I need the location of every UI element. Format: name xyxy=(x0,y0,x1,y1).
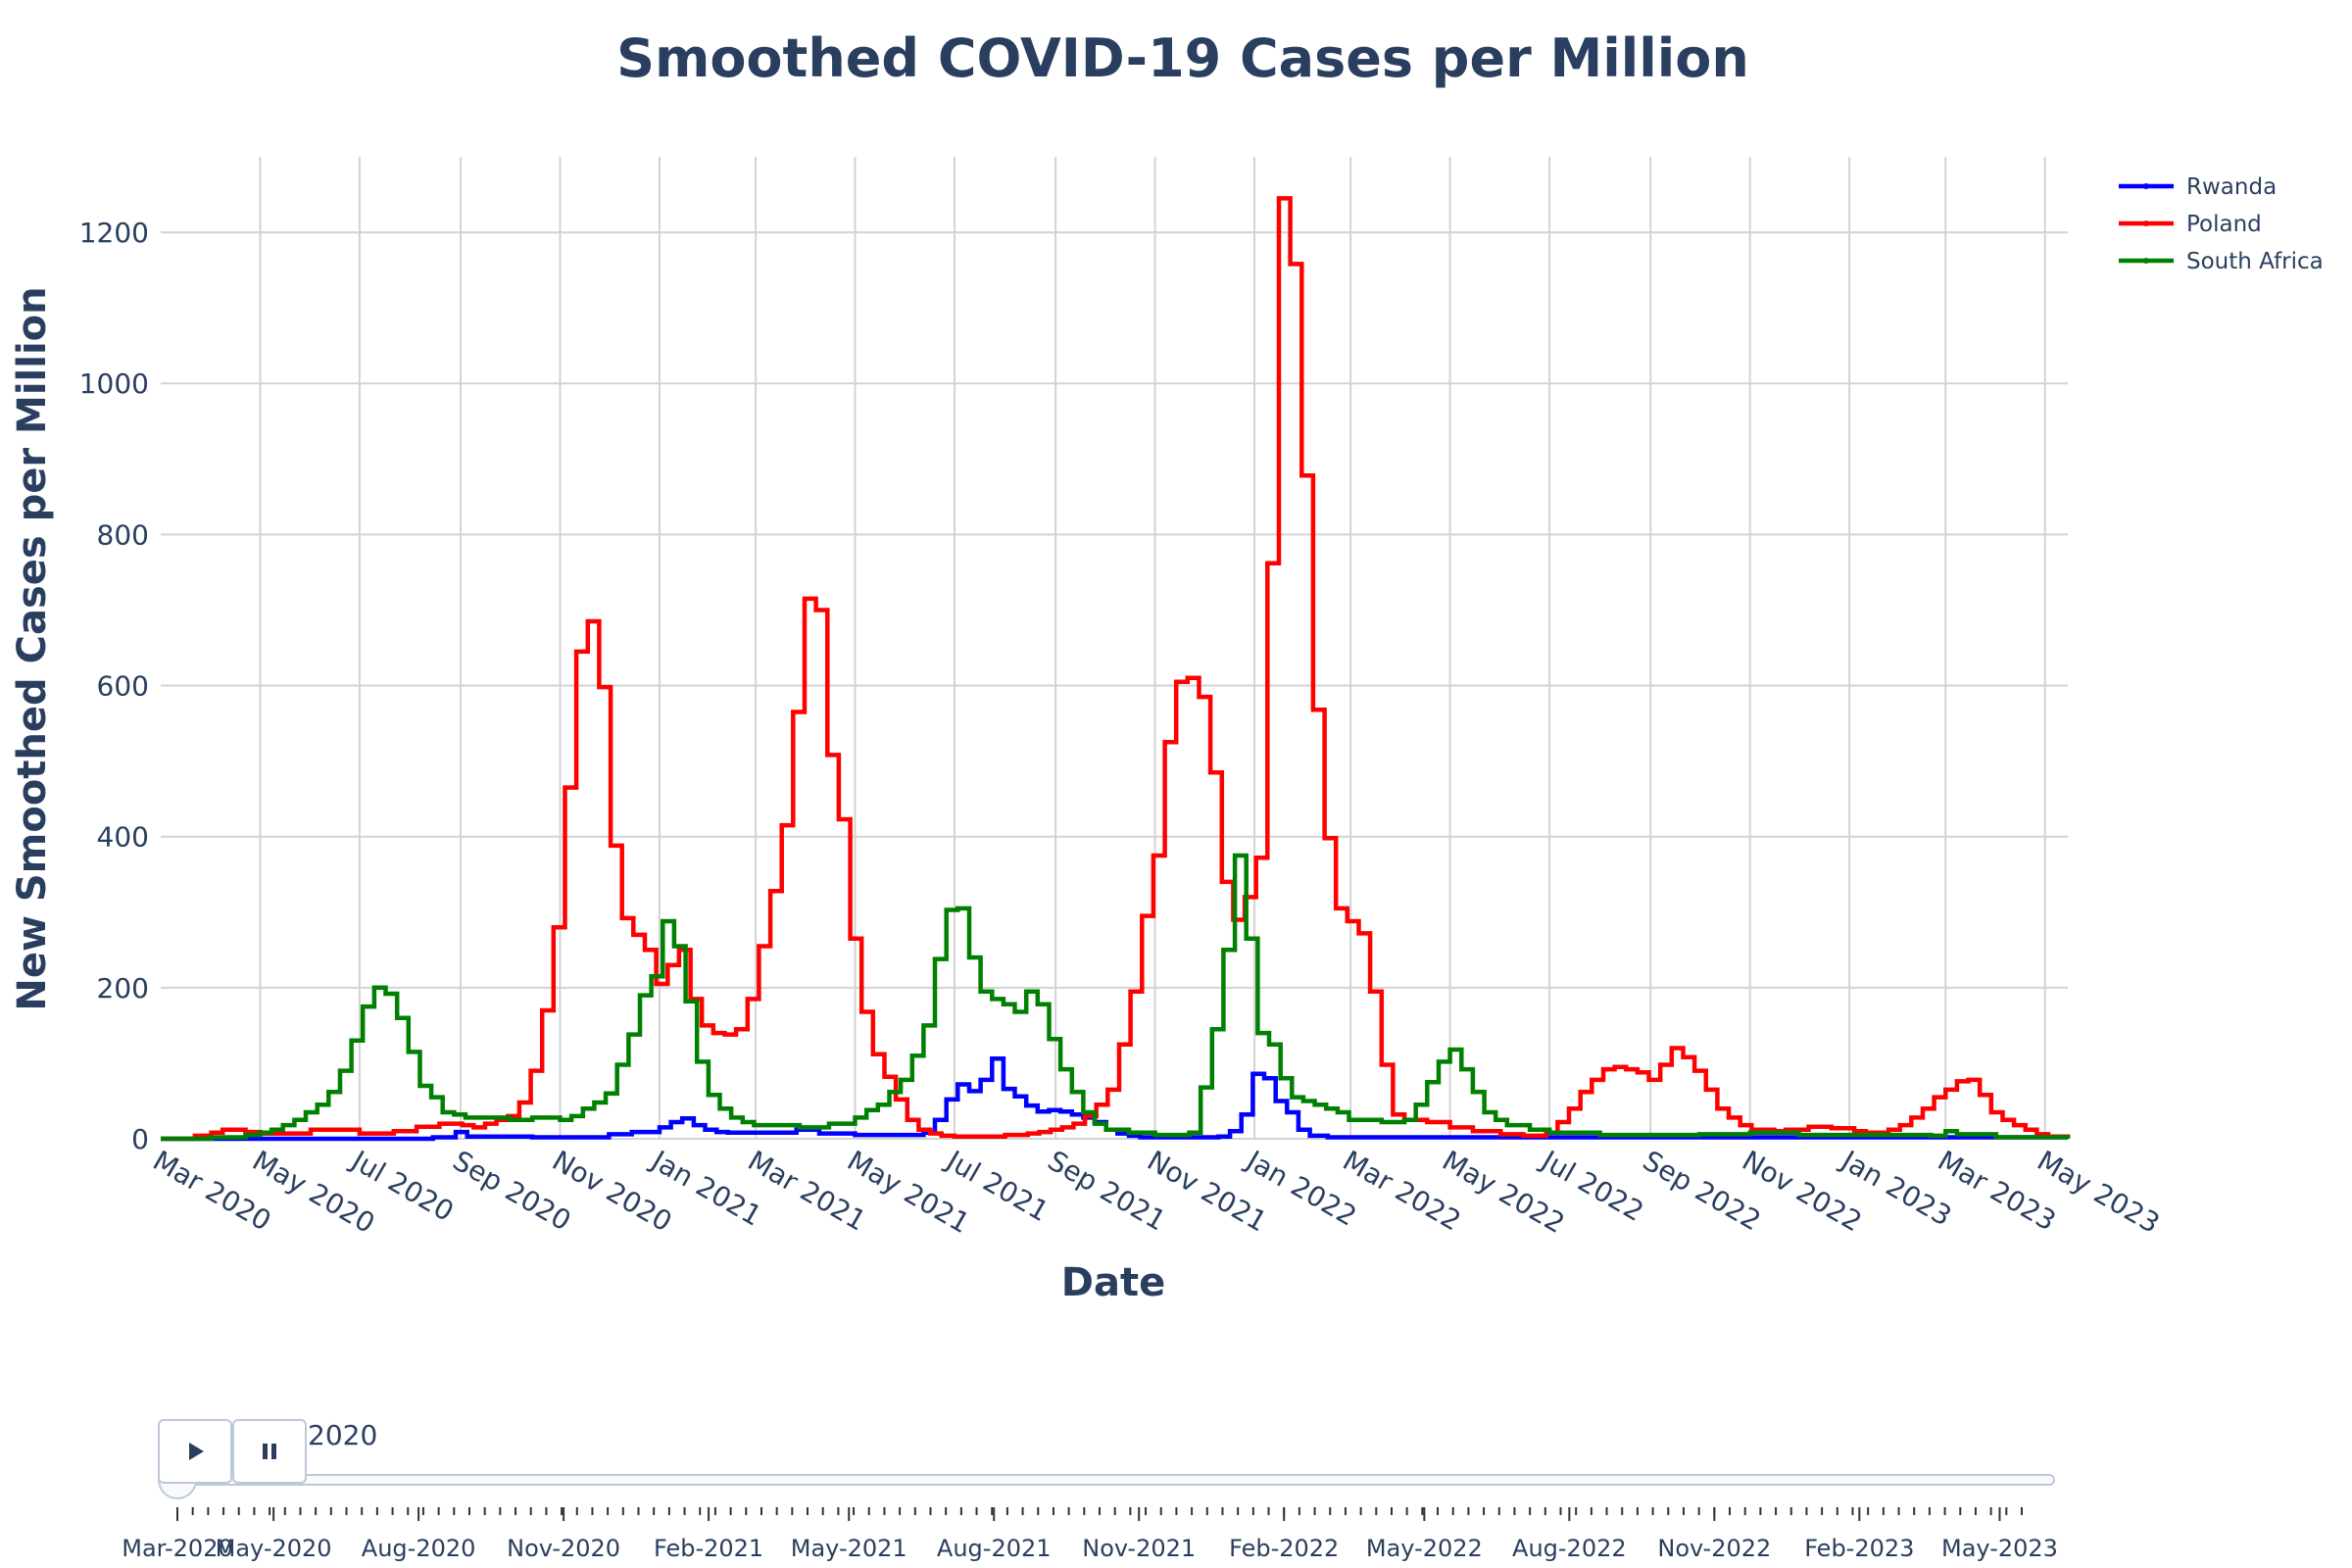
chart-title: Smoothed COVID-19 Cases per Million xyxy=(616,27,1749,89)
slider-label: Nov-2020 xyxy=(507,1535,620,1562)
legend-marker xyxy=(2143,220,2149,226)
slider-ticks xyxy=(176,1507,2023,1521)
y-tick-label: 0 xyxy=(131,1123,149,1155)
series-line-poland xyxy=(161,196,2071,1142)
slider-label: Aug-2020 xyxy=(362,1535,476,1562)
y-axis-title: New Smoothed Cases per Million xyxy=(10,286,55,1010)
legend-marker xyxy=(2143,258,2149,264)
play-icon xyxy=(189,1443,204,1460)
slider-label: Mar-2020 xyxy=(122,1535,232,1562)
legend-item[interactable]: Rwanda xyxy=(2119,174,2277,200)
series-line-rwanda xyxy=(161,1056,2071,1142)
slider-rail[interactable] xyxy=(175,1474,2055,1486)
y-tick-label: 800 xyxy=(97,518,149,551)
slider-label: May-2021 xyxy=(791,1535,907,1562)
legend-label: Rwanda xyxy=(2186,174,2277,200)
legend-label: South Africa xyxy=(2186,249,2324,274)
y-tick-label: 600 xyxy=(97,670,149,703)
slider-label: Aug-2022 xyxy=(1512,1535,1627,1562)
legend-item[interactable]: South Africa xyxy=(2119,249,2324,274)
play-button[interactable] xyxy=(158,1419,232,1484)
slider-label: Feb-2023 xyxy=(1804,1535,1914,1562)
legend-item[interactable]: Poland xyxy=(2119,212,2262,237)
legend-marker xyxy=(2143,183,2149,189)
pause-icon xyxy=(263,1444,276,1459)
legend: Rwanda Poland South Africa xyxy=(2119,174,2324,274)
slider-current-value: 2020 xyxy=(308,1419,377,1451)
grid xyxy=(161,157,2068,1140)
y-tick-label: 1200 xyxy=(79,217,149,249)
x-axis-title: Date xyxy=(1061,1260,1165,1305)
slider-label: Nov-2022 xyxy=(1657,1535,1771,1562)
y-tick-label: 200 xyxy=(97,972,149,1004)
slider-label: Aug-2021 xyxy=(937,1535,1052,1562)
legend-label: Poland xyxy=(2186,212,2262,237)
y-axis-ticks: 0 200 400 600 800 1000 1200 xyxy=(79,217,149,1155)
series-line-south-africa xyxy=(161,853,2071,1142)
slider-label: May-2022 xyxy=(1366,1535,1483,1562)
series-lines xyxy=(161,196,2071,1142)
pause-button[interactable] xyxy=(232,1419,307,1484)
slider-label: Feb-2021 xyxy=(654,1535,763,1562)
slider-label: Nov-2021 xyxy=(1082,1535,1196,1562)
slider-label: May-2023 xyxy=(1941,1535,2058,1562)
slider-label: Feb-2022 xyxy=(1229,1535,1339,1562)
y-tick-label: 1000 xyxy=(79,368,149,400)
y-tick-label: 400 xyxy=(97,821,149,854)
slider-label: May-2020 xyxy=(216,1535,332,1562)
